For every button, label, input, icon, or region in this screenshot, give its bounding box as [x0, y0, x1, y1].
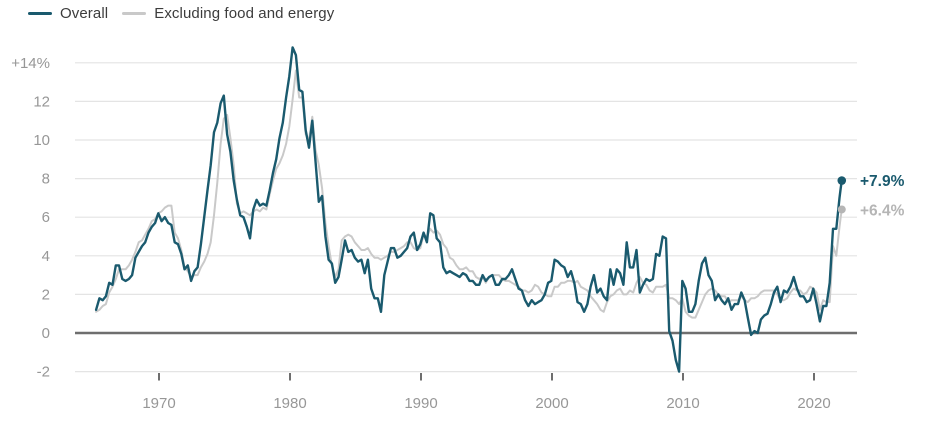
end-markers [837, 176, 847, 214]
axis-labels: -2 0 2 4 6 8 10 12 +14% 1970 1980 1990 2000 2010 2020 [11, 55, 830, 412]
x-axis-label: 1990 [404, 395, 437, 412]
x-axis-label: 2020 [797, 395, 830, 412]
x-axis-label: 2010 [666, 395, 699, 412]
x-axis-label: 1980 [273, 395, 306, 412]
legend-label-core: Excluding food and energy [154, 5, 335, 22]
y-axis-label: 4 [42, 248, 50, 265]
overall-end-value-label: +7.9% [860, 173, 905, 190]
legend-item-core: Excluding food and energy [122, 5, 334, 22]
overall-line-swatch-icon [28, 12, 52, 15]
y-axis-label: 10 [33, 132, 50, 149]
overall-endpoint-dot [837, 176, 847, 185]
series-lines [94, 46, 843, 373]
y-axis-label: 2 [42, 286, 50, 303]
gridlines [75, 62, 857, 373]
y-axis-label: -2 [37, 364, 50, 381]
core-endpoint-dot [837, 205, 846, 214]
legend-label-overall: Overall [60, 5, 109, 22]
y-axis-label: 0 [42, 325, 50, 342]
core-line [95, 69, 843, 319]
legend-item-overall: Overall [28, 5, 108, 22]
y-axis-label: 12 [33, 93, 50, 110]
x-axis-ticks [158, 373, 815, 381]
y-axis-label: 8 [42, 171, 50, 188]
overall-line [94, 46, 843, 373]
core-line-swatch-icon [122, 12, 147, 15]
x-axis-label: 1970 [142, 395, 175, 412]
chart-legend: Overall Excluding food and energy [28, 5, 334, 22]
x-axis-label: 2000 [535, 395, 568, 412]
y-axis-label: 6 [42, 209, 50, 226]
y-axis-label: +14% [11, 55, 50, 72]
core-end-value-label: +6.4% [860, 203, 905, 220]
